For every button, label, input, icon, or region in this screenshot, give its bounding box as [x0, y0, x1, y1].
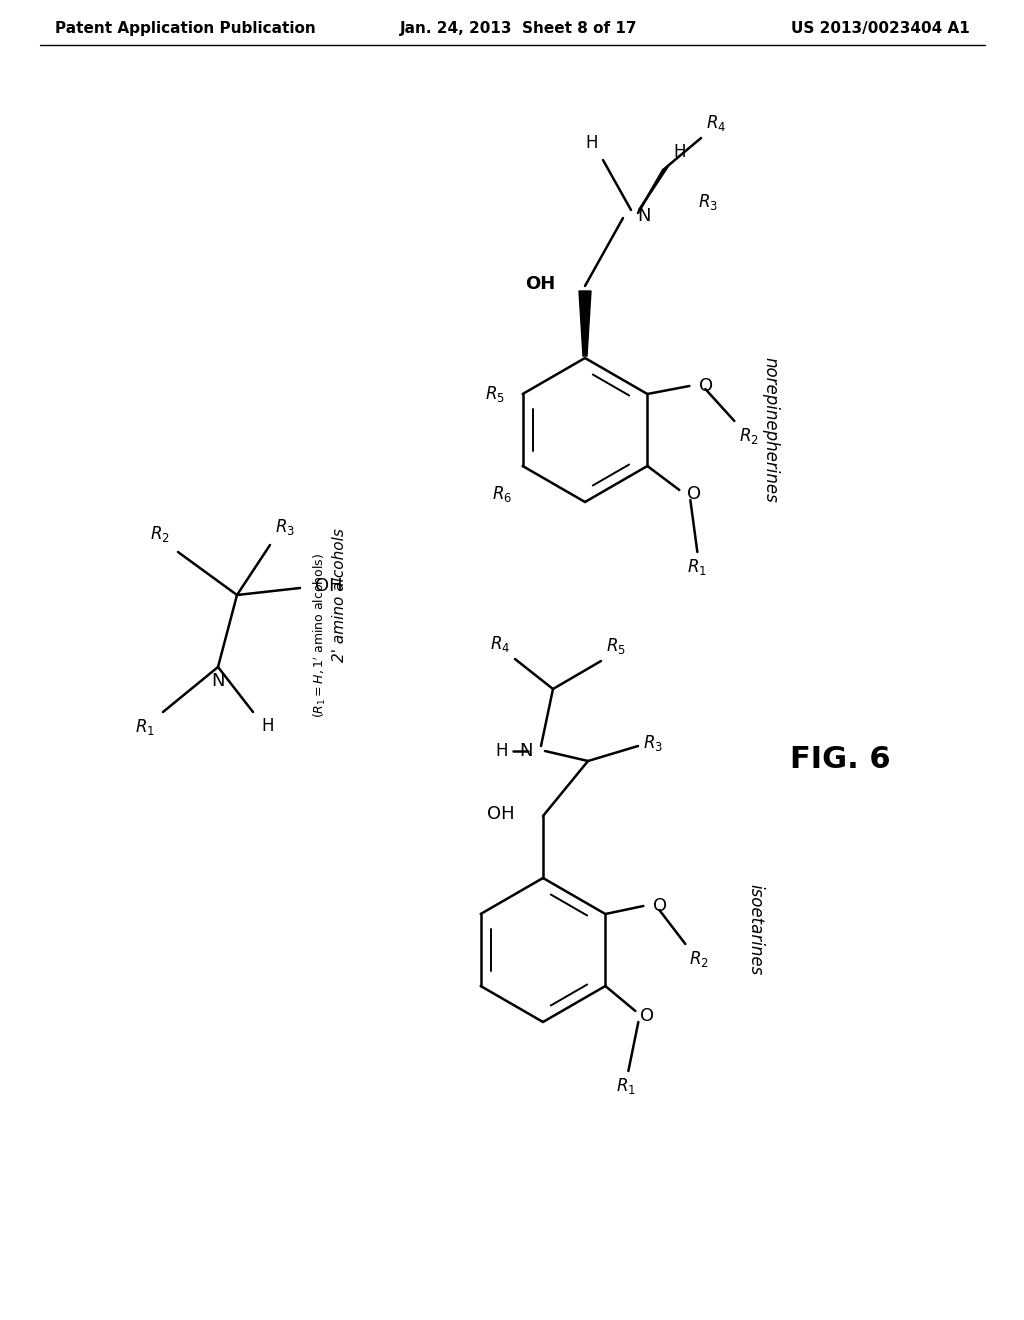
Text: $R_4$: $R_4$ [489, 634, 510, 653]
Text: O: O [699, 378, 714, 395]
Text: $R_4$: $R_4$ [706, 114, 726, 133]
Text: N: N [211, 672, 224, 690]
Text: $R_3$: $R_3$ [643, 733, 663, 752]
Text: $R_5$: $R_5$ [484, 384, 505, 404]
Text: OH: OH [315, 577, 343, 595]
Text: Jan. 24, 2013  Sheet 8 of 17: Jan. 24, 2013 Sheet 8 of 17 [400, 21, 638, 36]
Text: OH: OH [524, 275, 555, 293]
Text: OH: OH [487, 805, 515, 822]
Text: N: N [637, 207, 650, 224]
Text: $R_3$: $R_3$ [698, 191, 718, 213]
Text: 2' amino alcohols: 2' amino alcohols [333, 528, 347, 661]
Text: O: O [640, 1007, 654, 1026]
Text: isoetarines: isoetarines [746, 884, 764, 975]
Text: H: H [586, 135, 598, 152]
Text: $R_1$: $R_1$ [135, 717, 155, 737]
Text: $R_3$: $R_3$ [275, 517, 295, 537]
Text: $R_1$: $R_1$ [687, 557, 708, 577]
Text: US 2013/0023404 A1: US 2013/0023404 A1 [792, 21, 970, 36]
Text: H: H [496, 742, 508, 760]
Text: $R_1$: $R_1$ [616, 1076, 636, 1096]
Text: $R_2$: $R_2$ [739, 426, 759, 446]
Text: $R_2$: $R_2$ [689, 949, 710, 969]
Polygon shape [579, 290, 591, 356]
Text: FIG. 6: FIG. 6 [790, 746, 890, 775]
Text: $R_5$: $R_5$ [606, 636, 626, 656]
Text: $R_6$: $R_6$ [493, 484, 513, 504]
Text: $R_2$: $R_2$ [151, 524, 170, 544]
Text: norepinepherines: norepinepherines [761, 358, 779, 503]
Text: $(R_1 = H, 1'$ amino alcohols$)$: $(R_1 = H, 1'$ amino alcohols$)$ [311, 552, 329, 718]
Text: Patent Application Publication: Patent Application Publication [55, 21, 315, 36]
Text: O: O [687, 484, 701, 503]
Text: H: H [673, 143, 685, 161]
Text: N: N [519, 742, 534, 760]
Text: O: O [653, 898, 668, 915]
Text: H: H [261, 717, 273, 735]
